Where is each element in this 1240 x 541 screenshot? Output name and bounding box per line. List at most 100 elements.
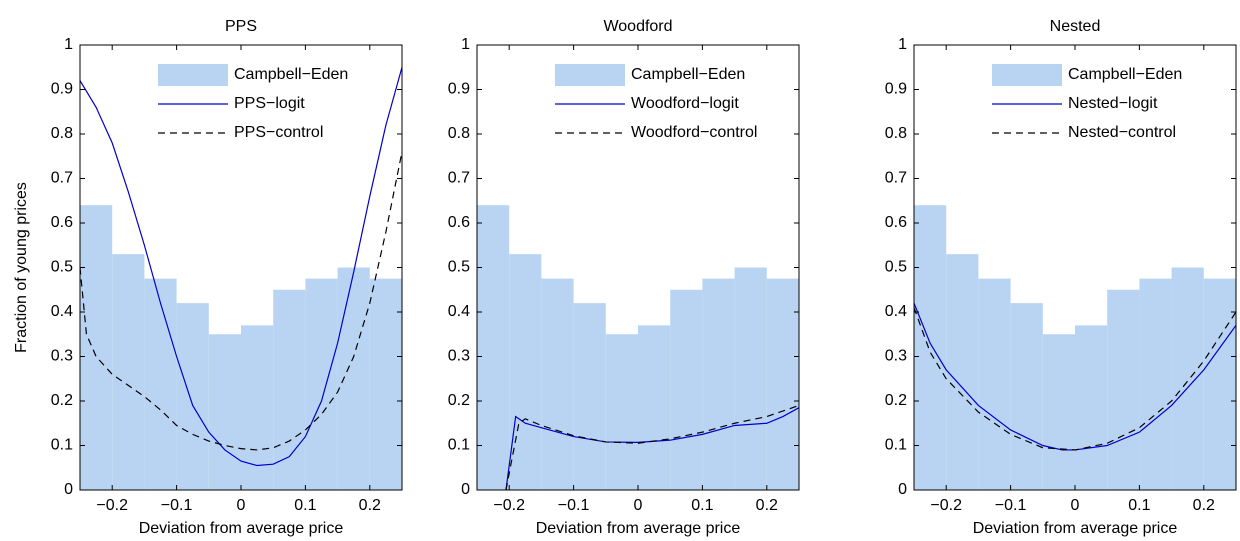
histogram-bar (573, 303, 606, 490)
y-tick-label: 0.6 (885, 214, 907, 231)
x-tick-label: 0 (237, 497, 246, 514)
x-tick-label: −0.2 (930, 497, 962, 514)
histogram-bar (305, 278, 338, 490)
legend-label: Nested−control (1068, 124, 1176, 141)
subplot: 0 0.1 0.2 0.3 0.4 0.5 0.6 0.7 0.8 0.9 1 −0.2 −0.1 0 0.… (885, 18, 1237, 537)
y-tick-label: 0.5 (51, 259, 73, 276)
histogram-bar (1075, 325, 1108, 490)
x-tick-label: 0.1 (691, 497, 713, 514)
chart-title: Nested (1050, 18, 1101, 35)
y-tick-label: 0.9 (885, 81, 907, 98)
x-axis-label: Deviation from average price (139, 520, 344, 537)
histogram-bar (1010, 303, 1043, 490)
y-tick-label: 1 (461, 36, 470, 53)
y-tick-label: 0.5 (885, 259, 907, 276)
subplot: 0 0.1 0.2 0.3 0.4 0.5 0.6 0.7 0.8 0.9 1 −0.2 −0.1 0 0.… (13, 18, 403, 537)
plot-area (80, 67, 402, 490)
y-tick-label: 0.9 (51, 81, 73, 98)
y-tick-label: 0.9 (448, 81, 470, 98)
histogram-bar (337, 267, 370, 490)
x-tick-label: 0 (634, 497, 643, 514)
histogram-bar (914, 205, 947, 490)
legend-label: Campbell−Eden (631, 66, 745, 83)
line (80, 67, 402, 467)
x-tick-label: 0.2 (756, 497, 778, 514)
line (505, 404, 799, 490)
y-tick-label: 0.4 (51, 303, 73, 320)
chart-title: PPS (225, 18, 257, 35)
histogram-bar (208, 334, 241, 490)
legend-label: Nested−logit (1068, 95, 1158, 112)
x-tick-label: −0.1 (558, 497, 590, 514)
legend-swatch (555, 64, 625, 86)
y-tick-label: 1 (64, 36, 73, 53)
legend-swatch (992, 64, 1062, 86)
plot-area (477, 205, 799, 490)
line (914, 307, 1236, 451)
y-tick-label: 0.3 (448, 348, 470, 365)
histogram-bar (1107, 289, 1140, 490)
y-tick-label: 0.2 (448, 392, 470, 409)
legend-label: Campbell−Eden (1068, 66, 1182, 83)
histogram-bar (176, 303, 209, 490)
legend-label: PPS−logit (234, 95, 305, 112)
histogram-bar (946, 254, 979, 490)
histogram-bar (638, 325, 671, 490)
x-tick-label: 0.1 (1128, 497, 1150, 514)
histogram-bar (369, 278, 402, 490)
histogram-bar (605, 334, 638, 490)
subplot: 0 0.1 0.2 0.3 0.4 0.5 0.6 0.7 0.8 0.9 1 −0.2 −0.1 0 0.… (448, 18, 800, 537)
histogram-bar (144, 278, 177, 490)
y-tick-label: 0.1 (51, 437, 73, 454)
x-tick-label: −0.2 (96, 497, 128, 514)
y-axis-label: Fraction of young prices (13, 182, 30, 353)
legend-label: Woodford−logit (631, 95, 739, 112)
line (505, 407, 799, 490)
y-tick-label: 0.7 (51, 170, 73, 187)
plot-area (914, 205, 1236, 490)
histogram-bar (766, 278, 799, 490)
legend-label: Woodford−control (631, 124, 757, 141)
y-tick-label: 0.8 (448, 125, 470, 142)
chart-title: Woodford (603, 18, 672, 35)
y-tick-label: 0.6 (51, 214, 73, 231)
x-tick-label: 0.1 (294, 497, 316, 514)
histogram-bar (1139, 278, 1172, 490)
y-tick-label: 0.6 (448, 214, 470, 231)
histogram-bar (541, 278, 574, 490)
y-tick-label: 0.2 (885, 392, 907, 409)
legend-swatch (158, 64, 228, 86)
histogram-bar (734, 267, 767, 490)
y-tick-label: 0.2 (51, 392, 73, 409)
y-tick-label: 0.4 (448, 303, 470, 320)
histogram-bar (1171, 267, 1204, 490)
y-tick-label: 1 (898, 36, 907, 53)
histogram-bar (978, 278, 1011, 490)
x-tick-label: −0.1 (995, 497, 1027, 514)
y-tick-label: 0.3 (51, 348, 73, 365)
x-tick-label: −0.1 (161, 497, 193, 514)
histogram-bar (112, 254, 145, 490)
histogram-bar (477, 205, 510, 490)
x-tick-label: 0.2 (359, 497, 381, 514)
histogram-bar (509, 254, 542, 490)
x-axis-label: Deviation from average price (973, 520, 1178, 537)
y-tick-label: 0.8 (51, 125, 73, 142)
legend-label: Campbell−Eden (234, 66, 348, 83)
y-tick-label: 0.4 (885, 303, 907, 320)
histogram-bar (1042, 334, 1075, 490)
histogram-bar (1203, 278, 1236, 490)
line (914, 302, 1236, 451)
line (80, 151, 402, 451)
x-tick-label: 0 (1071, 497, 1080, 514)
y-tick-label: 0.7 (448, 170, 470, 187)
histogram-bar (273, 289, 306, 490)
y-tick-label: 0.8 (885, 125, 907, 142)
y-tick-label: 0.1 (885, 437, 907, 454)
histogram-bar (670, 289, 703, 490)
y-tick-label: 0.5 (448, 259, 470, 276)
x-tick-label: −0.2 (493, 497, 525, 514)
y-tick-label: 0.3 (885, 348, 907, 365)
